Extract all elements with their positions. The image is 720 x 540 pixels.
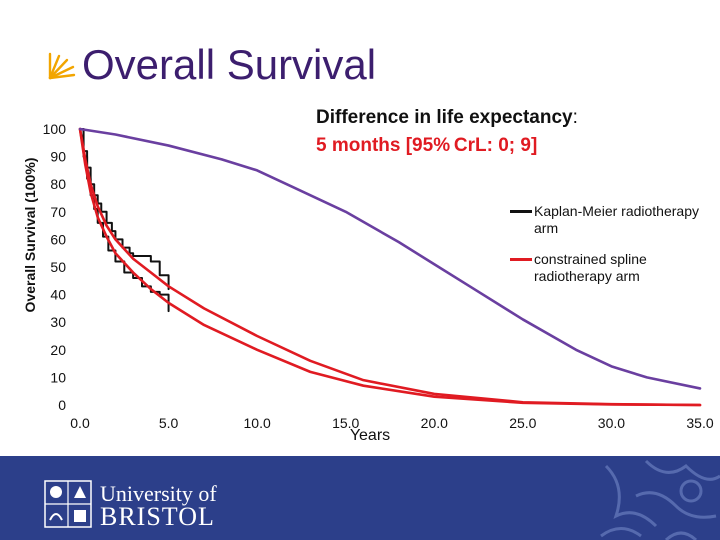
x-tick-label: 20.0	[421, 415, 448, 431]
x-tick-label: 30.0	[598, 415, 625, 431]
logo-line-2: BRISTOL	[100, 502, 215, 531]
heraldic-pattern-icon	[600, 459, 720, 540]
annotation-line-1: Difference in life expectancy	[316, 107, 573, 128]
y-tick-label: 60	[50, 231, 66, 247]
y-tick-label: 90	[50, 149, 66, 165]
x-tick-label: 0.0	[70, 415, 90, 431]
university-logo-text: University of BRISTOL	[100, 481, 217, 531]
chart-legend: Kaplan-Meier radiotherapy arm constraine…	[510, 203, 720, 299]
y-tick-label: 70	[50, 204, 66, 220]
footer-banner: University of BRISTOL	[0, 456, 720, 540]
legend-swatch-spline	[510, 258, 532, 261]
series-line-0	[79, 128, 170, 291]
slide-title-group: Overall Survival	[46, 40, 376, 90]
life-expectancy-annotation: Difference in life expectancy: 5 months …	[316, 104, 578, 160]
y-tick-label: 40	[50, 287, 66, 303]
chart-series	[78, 127, 702, 407]
y-tick-label: 80	[50, 176, 66, 192]
legend-swatch-km	[510, 210, 532, 213]
y-tick-label: 30	[50, 314, 66, 330]
legend-item-spline: constrained spline radiotherapy arm	[510, 251, 720, 285]
x-tick-label: 25.0	[509, 415, 536, 431]
series-line-1	[79, 128, 170, 313]
y-tick-label: 0	[58, 397, 66, 413]
sunburst-icon	[48, 52, 76, 80]
series-line-2	[78, 127, 702, 407]
legend-label-spline: constrained spline radiotherapy arm	[534, 251, 647, 284]
series-line-3	[78, 127, 702, 407]
legend-label-km: Kaplan-Meier radiotherapy arm	[534, 203, 699, 236]
y-tick-label: 20	[50, 342, 66, 358]
x-axis-label: Years	[349, 427, 391, 444]
y-tick-label: 10	[50, 369, 66, 385]
series-line-4	[78, 127, 702, 390]
y-tick-label: 100	[43, 121, 67, 137]
x-tick-label: 35.0	[686, 415, 713, 431]
annotation-colon: :	[572, 107, 578, 128]
university-crest-icon	[44, 480, 92, 528]
annotation-line-2: 5 months [95% CrL: 0; 9]	[316, 135, 538, 156]
x-tick-label: 5.0	[159, 415, 179, 431]
page-title: Overall Survival	[82, 41, 377, 88]
logo-line-1: University of	[100, 481, 217, 506]
x-tick-label: 15.0	[332, 415, 359, 431]
survival-chart: 0 10 20 30 40 50 60 70 80 90 100 0.0 5.0 10.0 15.0 20.0…	[43, 121, 714, 431]
y-tick-label: 50	[50, 259, 66, 275]
chart-axes: 0 10 20 30 40 50 60 70 80 90 100 0.0 5.0 10.0 15.0 20.0…	[43, 121, 714, 431]
x-tick-label: 10.0	[244, 415, 271, 431]
legend-item-km: Kaplan-Meier radiotherapy arm	[510, 203, 720, 237]
